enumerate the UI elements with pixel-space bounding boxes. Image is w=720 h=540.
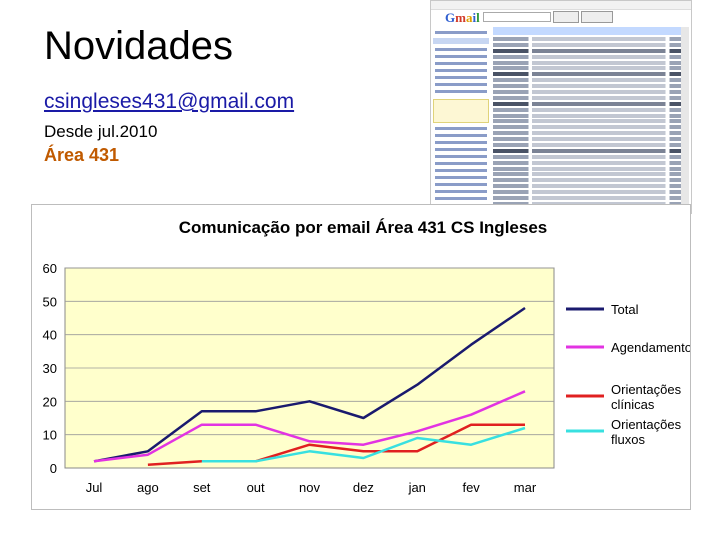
since-text: Desde jul.2010 (44, 122, 158, 141)
gmail-logo: Gmail (445, 10, 480, 25)
y-tick-label: 40 (43, 328, 57, 343)
slide-title: Novidades (44, 24, 234, 68)
gmail-search-web-button (581, 11, 613, 23)
chart-container: Comunicação por email Área 431 CS Ingles… (31, 204, 691, 510)
series-line-4 (201, 426, 526, 463)
x-tick-label: mar (514, 480, 537, 495)
x-tick-label: set (193, 480, 211, 495)
gmail-sidebar (433, 27, 489, 213)
x-tick-label: jan (408, 480, 426, 495)
x-tick-label: out (247, 480, 265, 495)
gmail-search-button (553, 11, 579, 23)
y-tick-label: 30 (43, 361, 57, 376)
legend-label-3: Orientações clínicas (611, 382, 682, 412)
gmail-scrollbar (681, 27, 689, 212)
y-tick-label: 0 (50, 461, 57, 476)
gmail-message-list (493, 27, 689, 212)
area-text: Área 431 (44, 145, 120, 165)
gmail-screenshot: Gmail (430, 0, 692, 214)
x-tick-label: dez (353, 480, 374, 495)
y-tick-label: 50 (43, 294, 57, 309)
series-line-1 (93, 306, 526, 463)
y-tick-label: 10 (43, 428, 57, 443)
chart-title: Comunicação por email Área 431 CS Ingles… (179, 218, 547, 237)
gmail-topbar (431, 1, 691, 10)
y-tick-label: 60 (43, 261, 57, 276)
legend-label-1: Total (611, 302, 639, 317)
gmail-search-box (483, 12, 551, 22)
line-chart: Comunicação por email Área 431 CS Ingles… (43, 218, 690, 495)
series-line-2 (93, 390, 526, 463)
x-tick-label: fev (462, 480, 480, 495)
x-tick-label: Jul (86, 480, 103, 495)
y-tick-label: 20 (43, 394, 57, 409)
x-tick-label: ago (137, 480, 159, 495)
email-link[interactable]: csingleses431@gmail.com (44, 90, 295, 113)
legend-label-4: Orientações fluxos (611, 417, 682, 447)
legend-label-2: Agendamento (611, 340, 690, 355)
x-tick-label: nov (299, 480, 320, 495)
